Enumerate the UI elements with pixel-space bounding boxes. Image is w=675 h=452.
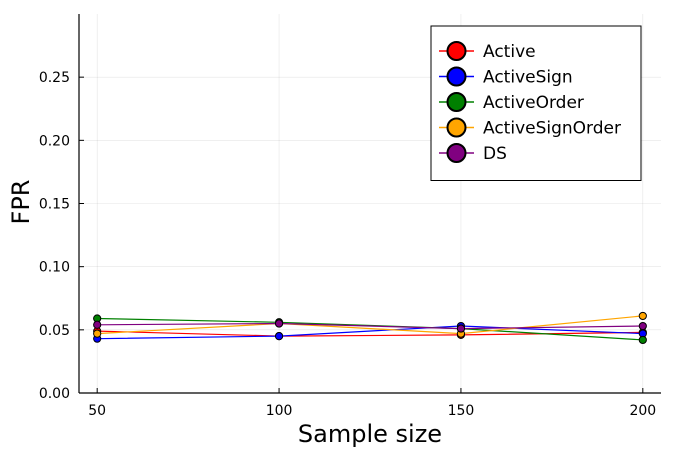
legend-marker-ds	[446, 143, 467, 163]
y-tick-label: 0.10	[39, 260, 70, 276]
legend-label-ds: DS	[483, 144, 507, 164]
legend-marker-activeorder	[446, 92, 467, 112]
series-layer	[93, 311, 647, 345]
x-axis-title: Sample size	[298, 420, 442, 448]
legend-label-activesignorder: ActiveSignOrder	[483, 119, 621, 139]
legend-label-active: Active	[483, 42, 536, 62]
legend-marker-activesignorder	[446, 117, 467, 138]
data-point-ds	[456, 324, 466, 333]
data-point-activesignorder	[93, 329, 102, 338]
series-line-ds	[97, 322, 643, 330]
legend-label-activesign: ActiveSign	[483, 68, 573, 88]
y-tick-label: 0.25	[39, 70, 70, 86]
x-tick-label: 200	[629, 403, 656, 419]
y-tick-label: 0.00	[39, 386, 70, 402]
x-tick-label: 100	[266, 403, 293, 419]
data-point-activesign	[274, 332, 284, 341]
data-point-activesignorder	[638, 311, 647, 321]
legend-label-activeorder: ActiveOrder	[483, 93, 584, 113]
legend-marker-active	[446, 41, 467, 61]
x-tick-label: 150	[448, 403, 475, 419]
y-tick-label: 0.15	[39, 197, 70, 213]
data-point-ds	[274, 319, 284, 328]
y-axis-title: FPR	[7, 180, 35, 225]
y-tick-label: 0.20	[39, 133, 70, 149]
data-point-ds	[93, 320, 102, 329]
axes: 50 100 150 200 0.00 0.05 0.10 0.15 0.20 0.25	[39, 14, 661, 419]
data-point-ds	[638, 321, 647, 331]
series-line-activesignorder	[97, 315, 643, 335]
series-line-activesign	[97, 325, 643, 340]
y-tick-label: 0.05	[39, 323, 70, 339]
legend: Active ActiveSign ActiveOrder ActiveSignOrd…	[430, 25, 642, 181]
legend-marker-activesign	[446, 66, 467, 87]
data-point-activeorder	[638, 335, 647, 345]
x-tick-label: 50	[88, 403, 106, 419]
